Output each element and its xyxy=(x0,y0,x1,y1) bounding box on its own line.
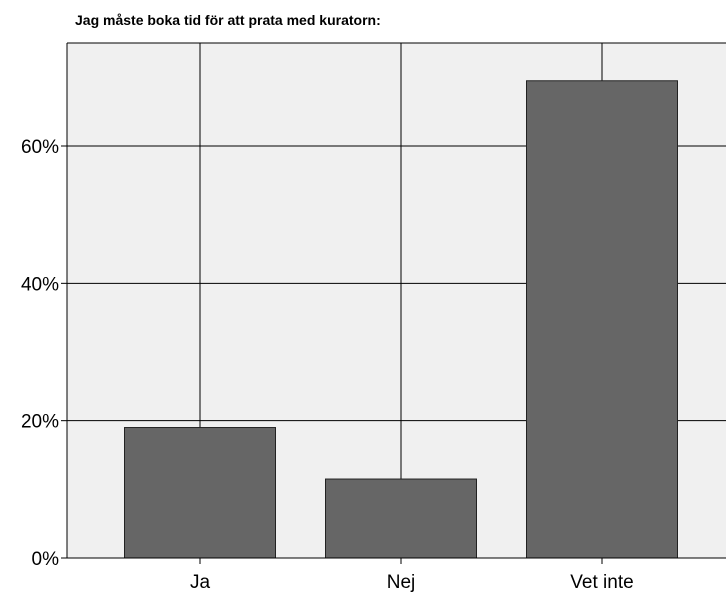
bar-vet-inte xyxy=(526,80,678,559)
x-axis-ticks: Ja Nej Vet inte xyxy=(190,558,634,593)
bar-nej xyxy=(325,478,477,559)
y-tick-label: 20% xyxy=(21,412,59,433)
y-tick-label: 60% xyxy=(21,137,59,158)
y-tick-label: 40% xyxy=(21,274,59,295)
x-tick-label: Vet inte xyxy=(570,572,633,593)
x-tick-label: Nej xyxy=(387,572,416,593)
x-tick-label: Ja xyxy=(190,572,211,593)
bar-ja xyxy=(124,427,276,559)
chart-title: Jag måste boka tid för att prata med kur… xyxy=(75,12,381,28)
bars xyxy=(124,80,678,559)
y-tick-label: 0% xyxy=(32,549,60,570)
axes xyxy=(66,42,726,559)
y-axis-ticks: 0% 20% 40% 60% xyxy=(21,137,67,570)
